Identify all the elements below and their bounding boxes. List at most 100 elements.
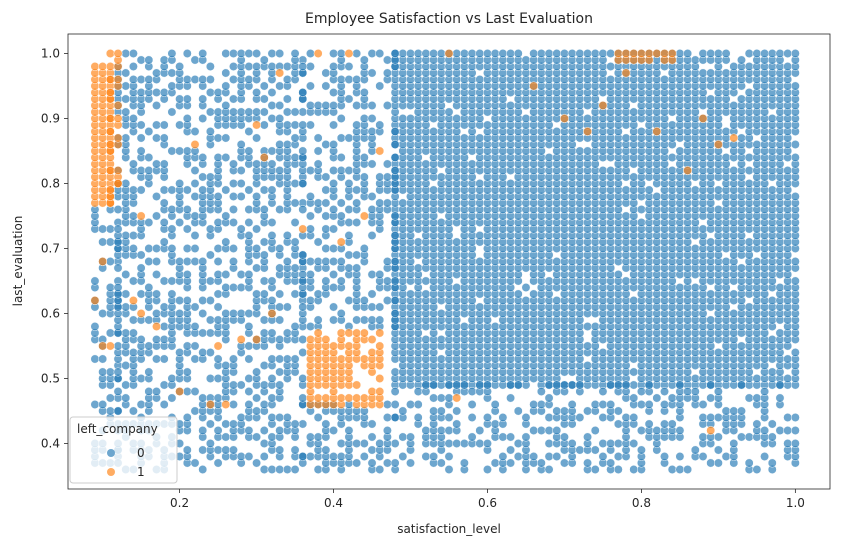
scatter-point-series-0 [159, 354, 169, 364]
scatter-point-series-1 [313, 328, 323, 338]
scatter-point-series-0 [698, 432, 708, 442]
scatter-point-series-1 [90, 296, 100, 305]
scatter-point-series-0 [583, 361, 592, 370]
scatter-point-series-0 [721, 127, 731, 136]
scatter-point-series-0 [344, 166, 354, 175]
scatter-point-series-0 [760, 426, 770, 435]
scatter-point-series-0 [136, 120, 146, 130]
scatter-point-series-0 [359, 296, 369, 305]
scatter-point-series-0 [513, 452, 523, 461]
scatter-point-series-0 [313, 257, 323, 266]
scatter-point-series-0 [321, 81, 331, 91]
scatter-point-series-0 [406, 432, 415, 442]
scatter-point-series-0 [721, 68, 731, 78]
scatter-point-series-0 [152, 257, 161, 266]
scatter-point-series-0 [182, 244, 192, 253]
scatter-point-series-0 [105, 328, 115, 338]
scatter-point-series-0 [213, 244, 223, 253]
scatter-point-series-0 [452, 380, 462, 390]
scatter-point-series-0 [652, 192, 662, 201]
scatter-point-series-1 [644, 49, 654, 58]
scatter-point-series-0 [159, 322, 169, 331]
scatter-point-series-0 [329, 302, 338, 312]
scatter-point-series-0 [221, 49, 231, 58]
scatter-point-series-0 [706, 49, 716, 58]
scatter-point-series-1 [113, 179, 123, 188]
scatter-point-series-1 [105, 127, 115, 136]
scatter-point-series-0 [336, 309, 346, 318]
scatter-point-series-0 [336, 75, 346, 84]
scatter-point-series-0 [298, 250, 308, 260]
scatter-point-series-0 [313, 198, 323, 208]
scatter-point-series-0 [213, 458, 223, 468]
scatter-point-series-0 [105, 224, 115, 234]
scatter-point-series-0 [275, 49, 285, 58]
y-tick-label: 0.9 [41, 112, 60, 126]
scatter-point-series-0 [729, 406, 739, 416]
scatter-point-series-0 [606, 166, 616, 175]
scatter-point-series-1 [267, 309, 277, 318]
scatter-point-series-0 [367, 192, 377, 201]
scatter-point-series-0 [136, 88, 146, 97]
scatter-point-series-1 [352, 380, 362, 390]
scatter-point-series-0 [382, 296, 392, 305]
scatter-point-series-0 [775, 328, 785, 338]
scatter-point-series-0 [290, 133, 300, 143]
scatter-point-series-0 [521, 55, 531, 65]
scatter-point-series-0 [229, 400, 238, 409]
scatter-point-series-0 [344, 296, 354, 305]
scatter-point-series-0 [244, 322, 254, 331]
scatter-point-series-0 [282, 120, 292, 130]
scatter-point-series-0 [144, 166, 154, 175]
scatter-point-series-0 [613, 452, 623, 461]
scatter-point-series-0 [752, 374, 762, 383]
scatter-point-series-0 [306, 166, 315, 175]
scatter-point-series-0 [752, 257, 762, 266]
scatter-point-series-0 [367, 159, 377, 169]
scatter-point-series-0 [182, 75, 192, 84]
scatter-point-series-0 [236, 224, 246, 234]
scatter-point-series-0 [282, 75, 292, 84]
scatter-point-series-0 [690, 283, 700, 292]
scatter-point-series-0 [506, 380, 516, 390]
scatter-point-series-0 [667, 465, 677, 474]
scatter-point-series-0 [713, 413, 723, 422]
scatter-point-series-0 [259, 55, 269, 65]
scatter-point-series-0 [306, 49, 315, 58]
scatter-point-series-0 [182, 185, 192, 195]
scatter-point-series-0 [760, 49, 770, 58]
scatter-point-series-0 [121, 289, 131, 299]
scatter-point-series-1 [298, 224, 308, 234]
scatter-point-series-0 [321, 419, 331, 429]
scatter-point-series-0 [760, 387, 770, 396]
scatter-point-series-0 [698, 68, 708, 78]
scatter-point-series-0 [406, 400, 415, 409]
scatter-point-series-0 [98, 309, 108, 318]
scatter-point-series-0 [136, 289, 146, 299]
scatter-point-series-0 [706, 393, 716, 403]
scatter-point-series-0 [144, 218, 154, 227]
scatter-point-series-0 [613, 465, 623, 474]
scatter-point-series-0 [675, 380, 685, 390]
scatter-point-series-0 [575, 146, 585, 156]
scatter-point-series-0 [175, 309, 185, 318]
scatter-point-series-0 [698, 224, 708, 234]
scatter-point-series-0 [421, 335, 431, 344]
scatter-point-series-0 [90, 354, 100, 364]
scatter-point-series-0 [413, 263, 423, 273]
scatter-point-series-0 [675, 283, 685, 292]
scatter-point-series-0 [436, 172, 446, 182]
scatter-point-series-0 [421, 380, 431, 390]
scatter-point-series-0 [259, 465, 269, 474]
scatter-point-series-0 [352, 101, 362, 110]
scatter-point-series-0 [329, 166, 338, 175]
scatter-point-series-0 [583, 341, 592, 351]
scatter-point-series-0 [352, 75, 362, 84]
scatter-point-series-0 [352, 439, 362, 448]
scatter-point-series-0 [298, 335, 308, 344]
scatter-point-series-0 [390, 49, 400, 58]
scatter-point-series-0 [244, 62, 254, 71]
scatter-point-series-0 [282, 328, 292, 338]
scatter-point-series-0 [544, 452, 554, 461]
scatter-point-series-0 [221, 283, 231, 292]
